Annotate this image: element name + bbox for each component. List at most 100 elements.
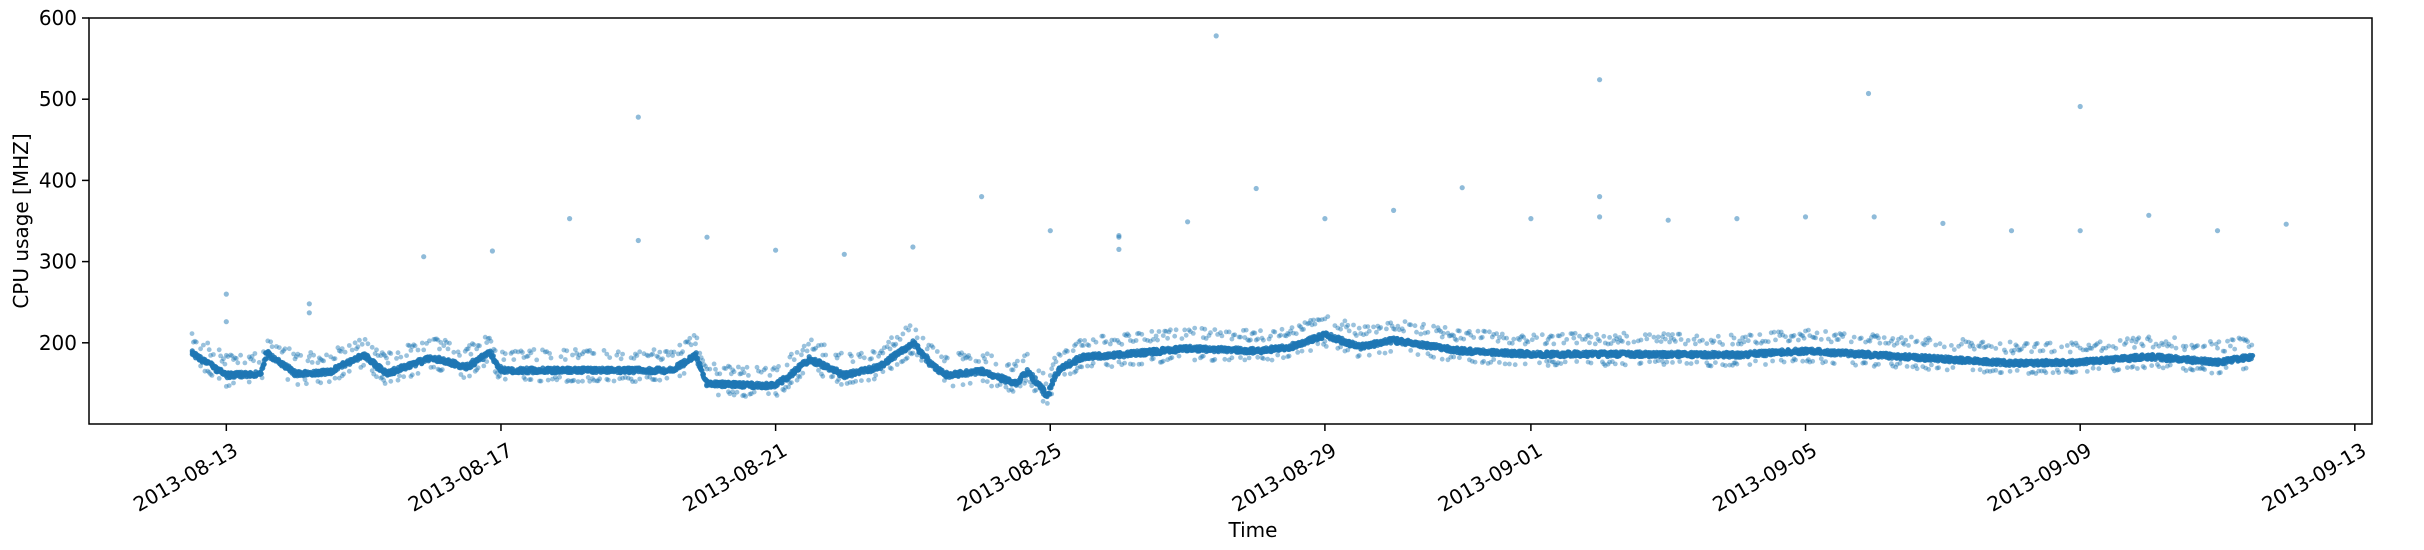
data-point (819, 342, 824, 348)
data-point (821, 342, 827, 348)
data-point (1853, 362, 1858, 368)
data-point (1109, 364, 1115, 369)
data-point (408, 348, 414, 353)
data-point (1545, 363, 1551, 368)
data-point (797, 374, 803, 380)
data-point (1093, 339, 1099, 345)
data-point (1238, 355, 1243, 360)
data-point (445, 346, 451, 352)
data-point (1713, 360, 1718, 365)
data-point (1286, 331, 1292, 337)
data-point (1388, 320, 1394, 326)
data-point (1550, 333, 1555, 339)
data-point (1242, 335, 1248, 340)
data-point (618, 356, 624, 362)
data-point (1497, 360, 1502, 365)
data-point (833, 352, 839, 358)
data-point (784, 362, 790, 368)
data-point (415, 347, 421, 353)
data-point (891, 343, 897, 348)
data-point (717, 371, 723, 377)
data-point (590, 350, 595, 356)
data-point (1451, 333, 1457, 339)
data-point (909, 351, 914, 357)
data-point (962, 352, 967, 358)
data-point (1246, 338, 1252, 343)
data-point (744, 364, 750, 370)
data-point (457, 353, 462, 358)
data-point (378, 353, 384, 358)
data-point (1119, 341, 1125, 347)
data-point (1574, 359, 1580, 364)
data-point (1275, 352, 1281, 358)
data-point (1831, 361, 1837, 366)
data-point (1647, 359, 1652, 365)
data-point (1279, 326, 1285, 332)
data-point (405, 342, 411, 348)
data-point (388, 378, 394, 384)
data-point (355, 344, 361, 350)
data-point (1375, 323, 1381, 329)
data-point (611, 378, 617, 384)
data-point (694, 335, 700, 341)
data-point (1901, 341, 1907, 347)
data-point (438, 340, 444, 345)
data-point (265, 338, 271, 344)
data-point (438, 368, 444, 373)
data-point (704, 366, 710, 372)
data-point (1371, 324, 1376, 330)
data-point (1664, 359, 1670, 365)
data-point (1654, 338, 1660, 344)
data-point (1704, 341, 1710, 346)
data-point (850, 380, 856, 385)
data-point (1149, 356, 1155, 362)
data-point (424, 341, 429, 346)
data-point (510, 349, 515, 355)
data-point (492, 348, 498, 353)
data-point (527, 377, 532, 382)
data-point (1136, 361, 1142, 367)
scatter-points (189, 33, 2289, 406)
data-point (1289, 325, 1295, 330)
data-point (1232, 332, 1238, 338)
data-point (547, 351, 552, 356)
data-point (829, 374, 834, 380)
data-point (352, 340, 358, 346)
data-point (1006, 362, 1012, 367)
data-point (1315, 317, 1321, 322)
data-point (590, 376, 595, 382)
data-point (1361, 332, 1366, 338)
data-point (281, 348, 286, 354)
data-point (966, 353, 972, 358)
data-point (700, 358, 706, 363)
data-point (1447, 333, 1452, 339)
data-point (338, 349, 344, 354)
data-point (1757, 332, 1763, 337)
data-point (346, 368, 352, 374)
data-point (1376, 350, 1382, 355)
data-point (830, 374, 836, 379)
data-point (1980, 339, 1986, 345)
data-point (1457, 328, 1462, 334)
data-point (1607, 335, 1612, 340)
data-point (1208, 330, 1213, 336)
data-point (1116, 359, 1122, 365)
data-point (1025, 351, 1030, 357)
data-point (1089, 363, 1095, 369)
data-point (305, 358, 311, 364)
data-point (321, 358, 326, 364)
data-point (1162, 328, 1168, 334)
data-point (1448, 333, 1454, 339)
data-point (259, 375, 265, 381)
data-point (780, 387, 786, 392)
data-point (544, 349, 550, 354)
data-point (799, 352, 804, 358)
data-point (1276, 333, 1282, 339)
data-point (591, 378, 597, 383)
data-point (193, 339, 199, 345)
data-point (1471, 335, 1477, 340)
data-point (1148, 338, 1153, 344)
data-point (1933, 342, 1939, 348)
data-point (605, 377, 611, 383)
data-point (787, 380, 793, 386)
